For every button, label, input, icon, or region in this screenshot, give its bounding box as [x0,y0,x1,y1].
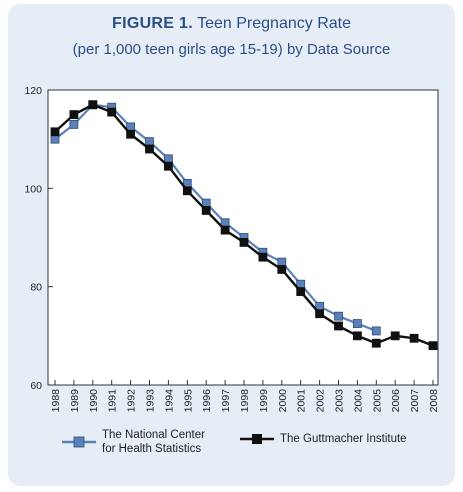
data-point-nchs-1988 [50,134,60,144]
legend-label-nchs-line2: for Health Statistics [102,443,202,455]
y-tick-label-60: 60 [30,380,42,392]
x-tick-label-2007: 2007 [409,389,421,413]
x-tick-label-1997: 1997 [220,389,232,413]
figure-title: FIGURE 1. Teen Pregnancy Rate [0,15,463,33]
data-point-guttmacher-2002 [315,309,325,319]
legend-item-nchs: The National Center for Health Statistic… [62,428,205,456]
figure-label: FIGURE 1. [112,15,193,32]
legend-label-guttmacher: The Guttmacher Institute [280,433,407,445]
data-point-nchs-1994 [163,154,173,164]
legend-swatch-nchs [62,436,96,448]
y-tick-label-80: 80 [30,282,42,294]
data-point-nchs-1993 [145,137,154,147]
legend-label-nchs-line1: The National Center [102,429,205,441]
x-tick-label-2005: 2005 [371,389,383,413]
figure-subtitle: (per 1,000 teen girls age 15-19) by Data… [72,41,391,58]
data-point-guttmacher-2006 [390,331,400,341]
plot-area: 60 80 100 120 1988 1989 1990 1991 1992 1993 1994 19… [24,85,440,412]
data-point-guttmacher-1995 [182,186,192,196]
x-tick-label-1993: 1993 [145,389,157,413]
data-point-guttmacher-1999 [258,252,268,262]
x-tick-label-1995: 1995 [182,389,194,413]
x-tick-label-1988: 1988 [50,389,62,413]
data-point-guttmacher-2003 [334,321,343,331]
data-point-guttmacher-2007 [409,333,419,343]
data-point-guttmacher-2000 [277,265,287,274]
data-point-guttmacher-2005 [371,338,381,348]
data-point-guttmacher-1997 [220,225,230,235]
x-tick-label-1989: 1989 [69,389,81,413]
data-point-guttmacher-2008 [428,341,438,351]
legend-label-nchs: The National Center for Health Statistic… [102,428,205,456]
x-tick-label-2002: 2002 [315,389,327,413]
data-point-nchs-2005 [371,326,381,336]
legend-item-guttmacher: The Guttmacher Institute [240,432,407,446]
data-point-nchs-2000 [277,257,287,267]
x-tick-label-1990: 1990 [88,389,100,413]
data-point-guttmacher-1993 [145,144,154,154]
y-tick-label-100: 100 [24,183,42,195]
x-tick-label-1991: 1991 [107,389,119,413]
x-tick-label-1992: 1992 [126,389,138,413]
x-tick-label-2006: 2006 [390,389,402,413]
x-tick-label-2003: 2003 [334,389,346,413]
data-point-guttmacher-1996 [201,206,211,215]
x-tick-label-1994: 1994 [163,389,175,413]
x-tick-label-1996: 1996 [201,389,213,413]
x-tick-label-2004: 2004 [352,389,364,413]
x-tick-label-1998: 1998 [239,389,251,413]
x-tick-label-2000: 2000 [277,389,289,413]
data-point-guttmacher-2004 [352,331,362,341]
x-tick-label-2001: 2001 [296,389,308,413]
data-point-guttmacher-1998 [239,238,249,247]
data-point-guttmacher-1992 [126,129,135,139]
data-point-guttmacher-1989 [69,110,79,119]
legend-swatch-guttmacher [240,434,274,444]
data-point-guttmacher-1991 [107,107,117,117]
x-tick-label-2008: 2008 [428,389,440,413]
figure-title-text: Teen Pregnancy Rate [197,15,351,32]
y-tick-label-120: 120 [24,85,42,97]
data-point-nchs-2004 [352,319,362,328]
data-point-guttmacher-1994 [163,161,173,171]
data-point-guttmacher-1988 [50,127,60,137]
data-point-nchs-1989 [69,120,79,129]
x-tick-label-1999: 1999 [258,389,270,413]
data-point-nchs-2003 [334,311,343,321]
data-point-guttmacher-1990 [88,100,98,110]
data-point-guttmacher-2001 [296,287,306,296]
